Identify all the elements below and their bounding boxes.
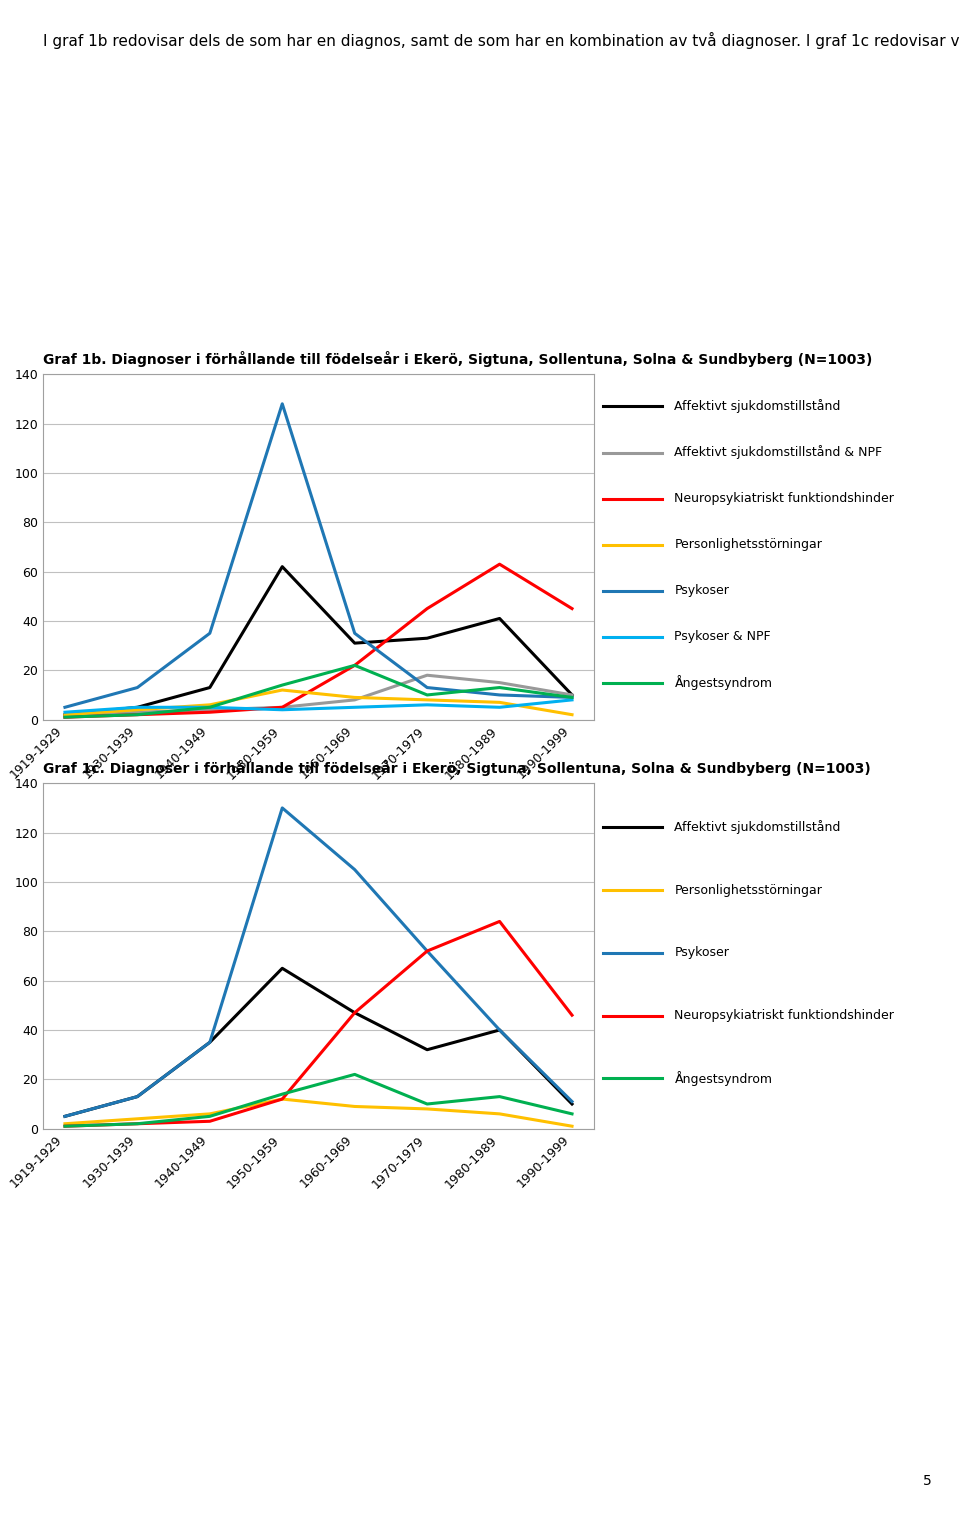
Text: Affektivt sjukdomstillstånd & NPF: Affektivt sjukdomstillstånd & NPF (675, 445, 882, 459)
Text: Ångestsyndrom: Ångestsyndrom (675, 676, 773, 691)
Text: Neuropsykiatriskt funktiondshinder: Neuropsykiatriskt funktiondshinder (675, 492, 895, 504)
Text: Graf 1b. Diagnoser i förhållande till födelseår i Ekerö, Sigtuna, Sollentuna, So: Graf 1b. Diagnoser i förhållande till fö… (43, 350, 873, 367)
Text: Ångestsyndrom: Ångestsyndrom (675, 1071, 773, 1086)
Text: Neuropsykiatriskt funktiondshinder: Neuropsykiatriskt funktiondshinder (675, 1009, 895, 1023)
Text: Affektivt sjukdomstillstånd: Affektivt sjukdomstillstånd (675, 820, 841, 835)
Text: Psykoser & NPF: Psykoser & NPF (675, 630, 771, 644)
Text: Affektivt sjukdomstillstånd: Affektivt sjukdomstillstånd (675, 400, 841, 414)
Text: Psykoser: Psykoser (675, 585, 730, 597)
Text: Graf 1c. Diagnoser i förhållande till födelseår i Ekerö, Sigtuna, Sollentuna, So: Graf 1c. Diagnoser i förhållande till fö… (43, 759, 871, 776)
Text: Psykoser: Psykoser (675, 947, 730, 959)
Text: Personlighetsstörningar: Personlighetsstörningar (675, 538, 823, 551)
Text: 5: 5 (923, 1474, 931, 1488)
Text: Personlighetsstörningar: Personlighetsstörningar (675, 883, 823, 897)
Text: I graf 1b redovisar dels de som har en diagnos, samt de som har en kombination a: I graf 1b redovisar dels de som har en d… (43, 32, 960, 48)
